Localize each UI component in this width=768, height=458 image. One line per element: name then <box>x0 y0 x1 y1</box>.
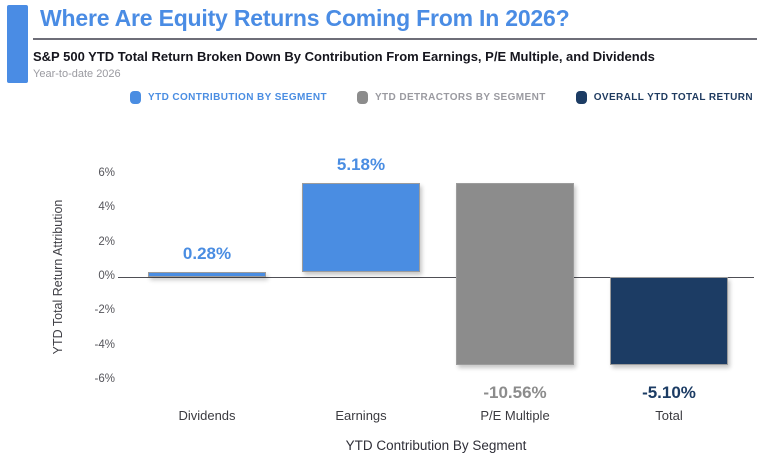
x-axis-title: YTD Contribution By Segment <box>345 438 527 453</box>
bar-earnings <box>302 183 420 273</box>
period-label: Year-to-date 2026 <box>33 68 121 80</box>
value-label-earnings: 5.18% <box>336 155 386 175</box>
bar-p-e-multiple <box>456 183 574 365</box>
y-axis-title: YTD Total Return Attribution <box>51 199 65 355</box>
y-tick-0: 0% <box>98 270 115 282</box>
y-tick-4: -4% <box>94 338 115 351</box>
category-label-p-e-multiple: P/E Multiple <box>480 408 550 423</box>
header-divider <box>33 38 757 40</box>
y-tick-2: -2% <box>94 304 115 317</box>
category-label-total: Total <box>655 408 683 423</box>
y-tick-2: 2% <box>98 235 115 248</box>
bar-dividends <box>148 272 266 277</box>
legend-item-label: YTD CONTRIBUTION BY SEGMENT <box>148 92 327 103</box>
legend-item-overall-ytd-total-return: OVERALL YTD TOTAL RETURN <box>575 91 753 104</box>
y-tick-4: 4% <box>98 201 115 214</box>
y-tick-6: -6% <box>94 373 115 386</box>
legend-item-label: YTD DETRACTORS BY SEGMENT <box>374 92 546 103</box>
zero-baseline <box>118 277 754 278</box>
legend: YTD CONTRIBUTION BY SEGMENT YTD DETRACTOR… <box>115 91 768 104</box>
legend-marker-icon <box>130 91 141 104</box>
chart-subtitle: S&P 500 YTD Total Return Broken Down By … <box>33 49 655 64</box>
value-label-dividends: 0.28% <box>182 244 232 264</box>
legend-item-label: OVERALL YTD TOTAL RETURN <box>593 92 753 103</box>
legend-item-ytd-detractors-by-segment: YTD DETRACTORS BY SEGMENT <box>356 91 546 104</box>
legend-marker-icon <box>575 91 587 104</box>
value-label-total: -5.10% <box>642 382 696 402</box>
value-label-p-e-multiple: -10.56% <box>483 382 547 402</box>
category-label-earnings: Earnings <box>335 408 387 423</box>
title-accent-bar <box>7 5 28 83</box>
page-title: Where Are Equity Returns Coming From In … <box>40 5 570 31</box>
legend-marker-icon <box>356 91 368 104</box>
y-tick-6: 6% <box>98 166 115 179</box>
waterfall-chart: YTD Total Return Attribution 6% 4% 2% 0% -2%… <box>0 140 768 458</box>
bar-total <box>610 277 728 365</box>
category-label-dividends: Dividends <box>178 408 236 423</box>
legend-item-ytd-contribution-by-segment: YTD CONTRIBUTION BY SEGMENT <box>130 91 327 104</box>
